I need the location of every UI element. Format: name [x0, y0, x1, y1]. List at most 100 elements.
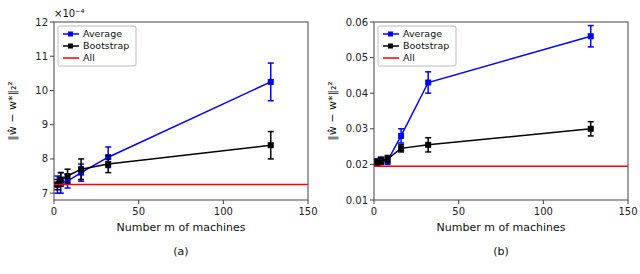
error-bar [378, 157, 384, 164]
point [588, 33, 594, 39]
point [385, 156, 391, 162]
point [268, 142, 274, 148]
x-tick-label: 150 [618, 206, 637, 217]
y-tick [370, 57, 374, 58]
series-line [377, 129, 590, 163]
y-tick [50, 90, 54, 91]
legend-label: Average [83, 28, 122, 39]
point [378, 158, 384, 164]
error-bar-cap [398, 144, 404, 146]
series-line [377, 36, 590, 162]
series [374, 26, 593, 167]
error-bar-cap [65, 168, 71, 170]
legend-box [58, 26, 136, 66]
error-bar-cap [588, 25, 594, 27]
legend-label: Bootstrap [403, 40, 449, 51]
error-bar-cap [105, 155, 111, 157]
series [54, 132, 273, 190]
legend-swatch [383, 57, 399, 59]
legend-label: Bootstrap [83, 40, 129, 51]
y-tick-label: 12 [35, 17, 48, 28]
legend-marker [388, 44, 393, 49]
point [425, 142, 431, 148]
series [54, 184, 308, 185]
y-axis-label: ‖ŵ − w*‖₂² [6, 81, 19, 141]
error-bar [78, 159, 84, 180]
panel: 0501001500.010.020.030.040.050.06Number … [326, 17, 638, 259]
y-tick-label: 0.05 [346, 52, 368, 63]
y-tick-label: 7 [42, 188, 48, 199]
legend-swatch [63, 57, 79, 59]
y-tick-label: 0.06 [346, 17, 368, 28]
legend-box [378, 26, 456, 66]
error-bar [385, 156, 391, 163]
y-tick [370, 164, 374, 165]
legend-label: Average [403, 28, 442, 39]
error-bar-cap [385, 164, 391, 166]
x-tick [308, 200, 309, 204]
x-tick-label: 50 [132, 206, 145, 217]
point [398, 133, 404, 139]
y-tick [370, 128, 374, 129]
series [54, 63, 273, 193]
y-tick [370, 200, 374, 201]
y-tick-label: 0.02 [346, 159, 368, 170]
series [374, 122, 593, 166]
error-bar-cap [268, 62, 274, 64]
legend-item: All [63, 52, 95, 63]
y-tick [370, 22, 374, 23]
point [588, 126, 594, 132]
error-bar-cap [65, 182, 71, 184]
legend-item: Bootstrap [383, 40, 449, 51]
error-bar [268, 132, 274, 159]
reference-line [374, 165, 628, 167]
y-tick [50, 22, 54, 23]
error-bar-cap [425, 71, 431, 73]
point [268, 79, 274, 85]
legend-item: Bootstrap [63, 40, 129, 51]
error-bar [398, 129, 404, 143]
legend-item: All [383, 52, 415, 63]
error-bar-cap [588, 135, 594, 137]
error-bar-cap [425, 137, 431, 139]
y-tick-label: 8 [42, 153, 48, 164]
error-bar-cap [78, 158, 84, 160]
error-bar-cap [58, 192, 64, 194]
error-bar-cap [398, 128, 404, 130]
point [105, 161, 111, 167]
x-tick [374, 200, 375, 204]
y-tick-label: 0.04 [346, 88, 368, 99]
y-tick [50, 193, 54, 194]
error-bar-cap [65, 187, 71, 189]
error-bar [425, 138, 431, 152]
y-tick [50, 158, 54, 159]
reference-line [54, 184, 308, 186]
legend: AverageBootstrapAll [378, 26, 456, 66]
error-bar-cap [385, 155, 391, 157]
y-tick [50, 124, 54, 125]
error-bar-cap [78, 179, 84, 181]
error-bar-cap [54, 189, 60, 191]
y-tick-label: 0.01 [346, 195, 368, 206]
error-bar-cap [425, 151, 431, 153]
error-bar [588, 26, 594, 47]
error-bar-cap [58, 172, 64, 174]
y-tick [370, 93, 374, 94]
plot-frame [374, 22, 628, 200]
plot-frame [54, 22, 308, 200]
series-line [57, 82, 270, 185]
error-bar-cap [588, 46, 594, 48]
error-bar-cap [378, 164, 384, 166]
error-bar [425, 72, 431, 93]
error-bar [588, 122, 594, 136]
error-bar-cap [268, 100, 274, 102]
error-bar-cap [378, 164, 384, 166]
x-tick-label: 50 [452, 206, 465, 217]
point [398, 145, 404, 151]
series-line [57, 145, 270, 184]
y-tick [50, 56, 54, 57]
legend-marker [388, 32, 393, 37]
x-axis-label: Number m of machines [437, 221, 566, 234]
x-tick-label: 100 [534, 206, 553, 217]
error-bar [398, 145, 404, 152]
